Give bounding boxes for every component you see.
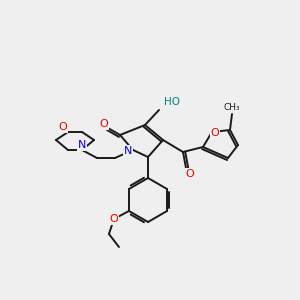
Text: N: N: [78, 140, 86, 150]
Text: O: O: [110, 214, 118, 224]
Text: O: O: [211, 128, 219, 138]
Text: CH₃: CH₃: [224, 103, 240, 112]
Text: HO: HO: [164, 97, 180, 107]
Text: O: O: [186, 169, 194, 179]
Text: O: O: [58, 122, 68, 132]
Text: N: N: [124, 146, 132, 156]
Text: O: O: [100, 119, 108, 129]
